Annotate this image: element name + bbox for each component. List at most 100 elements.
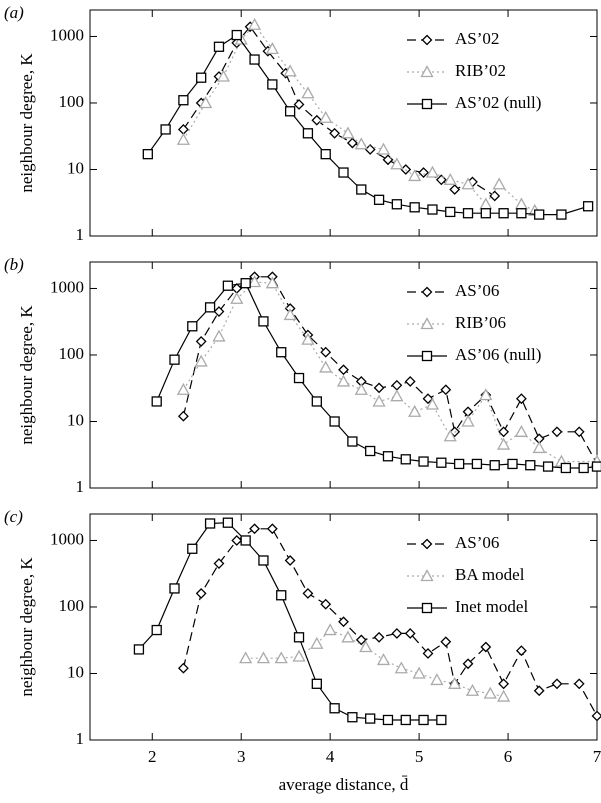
diamond-marker — [391, 628, 403, 639]
diamond-marker — [422, 648, 434, 659]
triangle-marker — [390, 157, 404, 170]
legend-label: BA model — [455, 565, 525, 584]
triangle-marker — [448, 676, 462, 689]
square-marker — [400, 714, 411, 726]
diamond-marker — [293, 99, 305, 110]
diamond-marker — [338, 364, 349, 376]
triangle-marker — [341, 630, 355, 643]
diamond-marker — [382, 154, 394, 166]
triangle-marker — [376, 653, 391, 666]
triangle-marker — [301, 86, 315, 99]
triangle-marker — [319, 110, 333, 123]
diamond-marker — [421, 286, 433, 298]
diamond-marker — [373, 382, 385, 394]
square-marker — [258, 316, 269, 327]
diamond-marker — [489, 190, 501, 202]
series-line — [182, 528, 598, 717]
square-marker — [373, 194, 385, 205]
legend-label: AS’02 — [455, 29, 499, 48]
diamond-marker — [591, 710, 601, 722]
panel-label: (a) — [4, 3, 24, 22]
square-marker — [204, 302, 216, 313]
y-tick-label: 1 — [76, 225, 85, 244]
triangle-marker — [420, 569, 434, 582]
square-marker — [311, 678, 322, 689]
diamond-marker — [320, 598, 332, 610]
x-tick-label: 2 — [148, 747, 157, 766]
triangle-marker — [390, 389, 404, 402]
y-tick-label: 1 — [76, 477, 85, 496]
square-marker — [462, 208, 474, 219]
square-marker — [507, 458, 518, 470]
triangle-marker — [216, 69, 231, 82]
square-marker — [320, 149, 331, 160]
diamond-marker — [249, 523, 260, 535]
triangle-marker — [194, 354, 208, 367]
y-axis-label: neighbour degree, K — [17, 305, 36, 445]
x-tick-label: 3 — [237, 747, 246, 766]
triangle-marker — [376, 142, 391, 155]
square-marker — [302, 128, 314, 139]
y-tick-label: 100 — [59, 344, 85, 363]
diamond-marker — [266, 523, 278, 535]
plot-frame — [89, 261, 598, 489]
triangle-marker — [408, 404, 422, 417]
square-marker — [436, 714, 447, 726]
legend-label: AS’06 (null) — [455, 345, 541, 364]
square-marker — [151, 624, 162, 636]
diamond-marker — [338, 616, 349, 628]
square-marker — [421, 350, 433, 362]
square-marker — [284, 106, 296, 117]
y-axis-label: neighbour degree, K — [17, 557, 36, 697]
square-marker — [534, 209, 545, 220]
series-line — [138, 522, 442, 721]
triangle-marker — [532, 441, 546, 454]
square-marker — [169, 354, 180, 365]
triangle-marker — [483, 686, 497, 699]
triangle-marker — [336, 374, 351, 387]
diamond-marker — [177, 410, 189, 422]
triangle-marker — [408, 169, 422, 182]
square-marker — [240, 535, 251, 546]
triangle-marker — [412, 666, 426, 679]
diamond-marker — [449, 184, 461, 195]
diamond-marker — [418, 167, 429, 178]
square-marker — [382, 714, 394, 726]
square-marker — [222, 280, 234, 291]
diamond-marker — [515, 393, 527, 405]
square-marker — [365, 445, 376, 457]
diamond-marker — [533, 685, 545, 697]
square-marker — [240, 278, 251, 289]
triangle-marker — [354, 382, 368, 395]
diamond-marker — [311, 114, 323, 126]
square-marker — [516, 208, 527, 219]
diamond-marker — [329, 127, 341, 139]
y-tick-label: 100 — [59, 596, 85, 615]
square-marker — [187, 321, 198, 332]
triangle-marker — [301, 332, 315, 345]
diamond-marker — [404, 376, 416, 387]
diamond-marker — [213, 306, 225, 317]
y-tick-label: 1000 — [50, 277, 84, 296]
triangle-marker — [265, 276, 279, 289]
y-tick-label: 100 — [59, 92, 85, 111]
square-marker — [231, 29, 242, 41]
x-tick-label: 6 — [504, 747, 513, 766]
square-marker — [169, 583, 180, 594]
panel-label: (b) — [4, 255, 24, 274]
triangle-marker — [176, 132, 190, 145]
diamond-marker — [373, 631, 385, 643]
triangle-marker — [420, 317, 434, 330]
square-marker — [160, 124, 171, 135]
diamond-marker — [551, 426, 563, 438]
triangle-marker — [176, 382, 190, 395]
y-tick-label: 1000 — [50, 529, 84, 548]
square-marker — [204, 518, 216, 529]
triangle-marker — [239, 651, 253, 664]
square-marker — [276, 347, 287, 358]
triangle-marker — [514, 197, 528, 210]
triangle-marker — [310, 636, 324, 649]
square-marker — [382, 451, 394, 462]
diamond-marker — [284, 555, 296, 566]
diamond-marker — [302, 587, 314, 599]
